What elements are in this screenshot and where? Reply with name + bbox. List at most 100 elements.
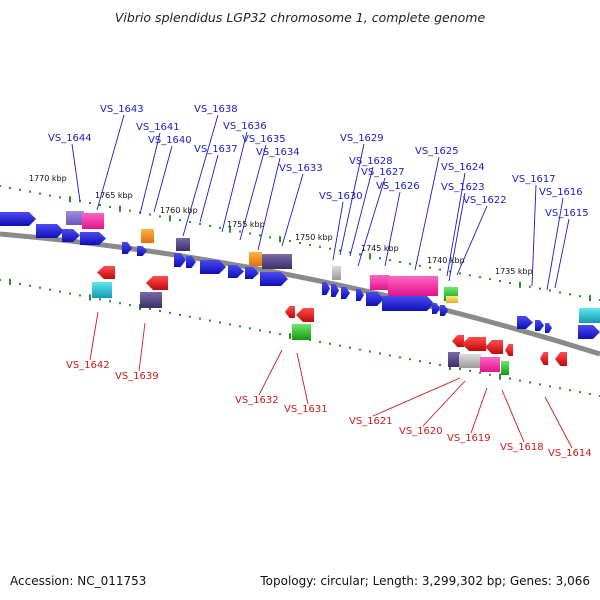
kbp-tick xyxy=(329,247,331,250)
kbp-tick xyxy=(449,270,451,273)
kbp-tick xyxy=(559,387,561,390)
kbp-tick xyxy=(99,204,101,206)
kbp-tick xyxy=(419,360,421,363)
gene-arrow-forward xyxy=(186,256,196,268)
gene-label[interactable]: VS_1640 xyxy=(148,135,192,146)
gene-arrow-forward xyxy=(432,303,440,314)
gene-label[interactable]: VS_1634 xyxy=(256,147,300,158)
gene-label[interactable]: VS_1615 xyxy=(545,208,589,219)
kbp-tick xyxy=(509,281,511,284)
leader-line xyxy=(257,157,281,251)
kbp-tick xyxy=(199,317,201,320)
gene-label[interactable]: VS_1639 xyxy=(115,371,159,382)
kbp-tick xyxy=(359,253,361,256)
gene-arrow-forward xyxy=(382,296,434,311)
kbp-tick xyxy=(509,377,511,380)
gene-label[interactable]: VS_1641 xyxy=(136,122,180,133)
gene-label[interactable]: VS_1633 xyxy=(279,163,323,174)
gene-label[interactable]: VS_1628 xyxy=(349,156,393,167)
leader-line xyxy=(281,173,304,247)
leader-line xyxy=(456,205,488,276)
leader-line xyxy=(349,166,374,257)
gene-label[interactable]: VS_1643 xyxy=(100,104,144,115)
gene-box xyxy=(388,276,438,296)
leader-line xyxy=(139,132,161,215)
gene-arrow-forward xyxy=(174,253,186,267)
kbp-tick xyxy=(219,226,221,229)
gene-label[interactable]: VS_1642 xyxy=(66,360,110,371)
kbp-tick xyxy=(179,219,181,222)
gene-label[interactable]: VS_1635 xyxy=(242,134,286,145)
kbp-tick xyxy=(439,268,441,271)
gene-arrow-reverse xyxy=(97,266,115,279)
kbp-tick xyxy=(89,202,91,205)
gene-arrow-reverse xyxy=(485,340,503,354)
gene-arrow-forward xyxy=(260,272,288,286)
gene-label[interactable]: VS_1631 xyxy=(284,404,328,415)
kbp-label: 1735 kbp xyxy=(495,267,533,276)
gene-arrow-forward xyxy=(517,316,533,329)
leader-line xyxy=(96,114,125,211)
leader-line xyxy=(554,218,570,289)
kbp-tick xyxy=(259,329,261,332)
gene-label[interactable]: VS_1627 xyxy=(361,167,405,178)
gene-arrow-forward xyxy=(62,229,80,242)
kbp-tick xyxy=(49,194,51,197)
gene-label[interactable]: VS_1644 xyxy=(48,133,92,144)
gene-label[interactable]: VS_1625 xyxy=(415,146,459,157)
kbp-labels: 1770 kbp 1765 kbp 1760 kbp 1755 kbp 1750 kbp… xyxy=(29,174,533,276)
kbp-tick xyxy=(349,251,351,254)
kbp-tick xyxy=(19,188,21,191)
gene-label[interactable]: VS_1636 xyxy=(223,121,267,132)
kbp-label: 1770 kbp xyxy=(29,174,67,183)
kbp-tick xyxy=(389,259,391,262)
gene-arrow-forward xyxy=(137,246,147,256)
kbp-tick xyxy=(249,327,251,330)
gene-box xyxy=(579,308,600,323)
gene-box xyxy=(82,213,104,229)
kbp-tick xyxy=(9,278,11,285)
gene-label[interactable]: VS_1616 xyxy=(539,187,583,198)
leader-line xyxy=(501,389,525,443)
gene-label[interactable]: VS_1626 xyxy=(376,181,420,192)
kbp-tick xyxy=(129,209,131,212)
gene-label[interactable]: VS_1621 xyxy=(349,416,393,427)
gene-label[interactable]: VS_1614 xyxy=(548,448,592,459)
gene-label[interactable]: VS_1638 xyxy=(194,104,238,115)
gene-label[interactable]: VS_1629 xyxy=(340,133,384,144)
gene-box xyxy=(92,282,112,298)
kbp-tick xyxy=(69,196,71,203)
gene-label[interactable]: VS_1632 xyxy=(235,395,279,406)
gene-label[interactable]: VS_1619 xyxy=(447,433,491,444)
leader-line xyxy=(446,172,466,277)
kbp-tick xyxy=(289,333,291,340)
gene-label[interactable]: VS_1622 xyxy=(463,195,507,206)
kbp-tick xyxy=(119,205,121,212)
leader-line xyxy=(384,191,401,267)
gene-label[interactable]: VS_1630 xyxy=(319,191,363,202)
kbp-tick xyxy=(459,367,461,370)
map-title: Vibrio splendidus LGP32 chromosome 1, co… xyxy=(114,10,486,25)
gene-arrow-reverse xyxy=(296,308,314,322)
leader-line xyxy=(296,352,309,405)
gene-label[interactable]: VS_1620 xyxy=(399,426,443,437)
kbp-tick xyxy=(429,266,431,269)
kbp-tick xyxy=(519,281,521,288)
gene-label[interactable]: VS_1624 xyxy=(441,162,485,173)
gene-label[interactable]: VS_1618 xyxy=(500,442,544,453)
leader-line xyxy=(258,349,283,396)
gene-label[interactable]: VS_1637 xyxy=(194,144,238,155)
gene-label[interactable]: VS_1617 xyxy=(512,174,556,185)
kbp-tick xyxy=(519,379,521,382)
gene-label[interactable]: VS_1623 xyxy=(441,182,485,193)
kbp-tick xyxy=(209,224,211,227)
kbp-tick xyxy=(339,344,341,347)
leader-line xyxy=(153,145,173,213)
gene-arrow-forward xyxy=(366,292,384,306)
kbp-tick xyxy=(109,300,111,303)
kbp-tick xyxy=(199,223,201,225)
gene-arrow-reverse xyxy=(540,352,548,365)
gene-box xyxy=(332,266,341,280)
kbp-tick xyxy=(29,190,31,193)
kbp-tick xyxy=(269,236,271,239)
